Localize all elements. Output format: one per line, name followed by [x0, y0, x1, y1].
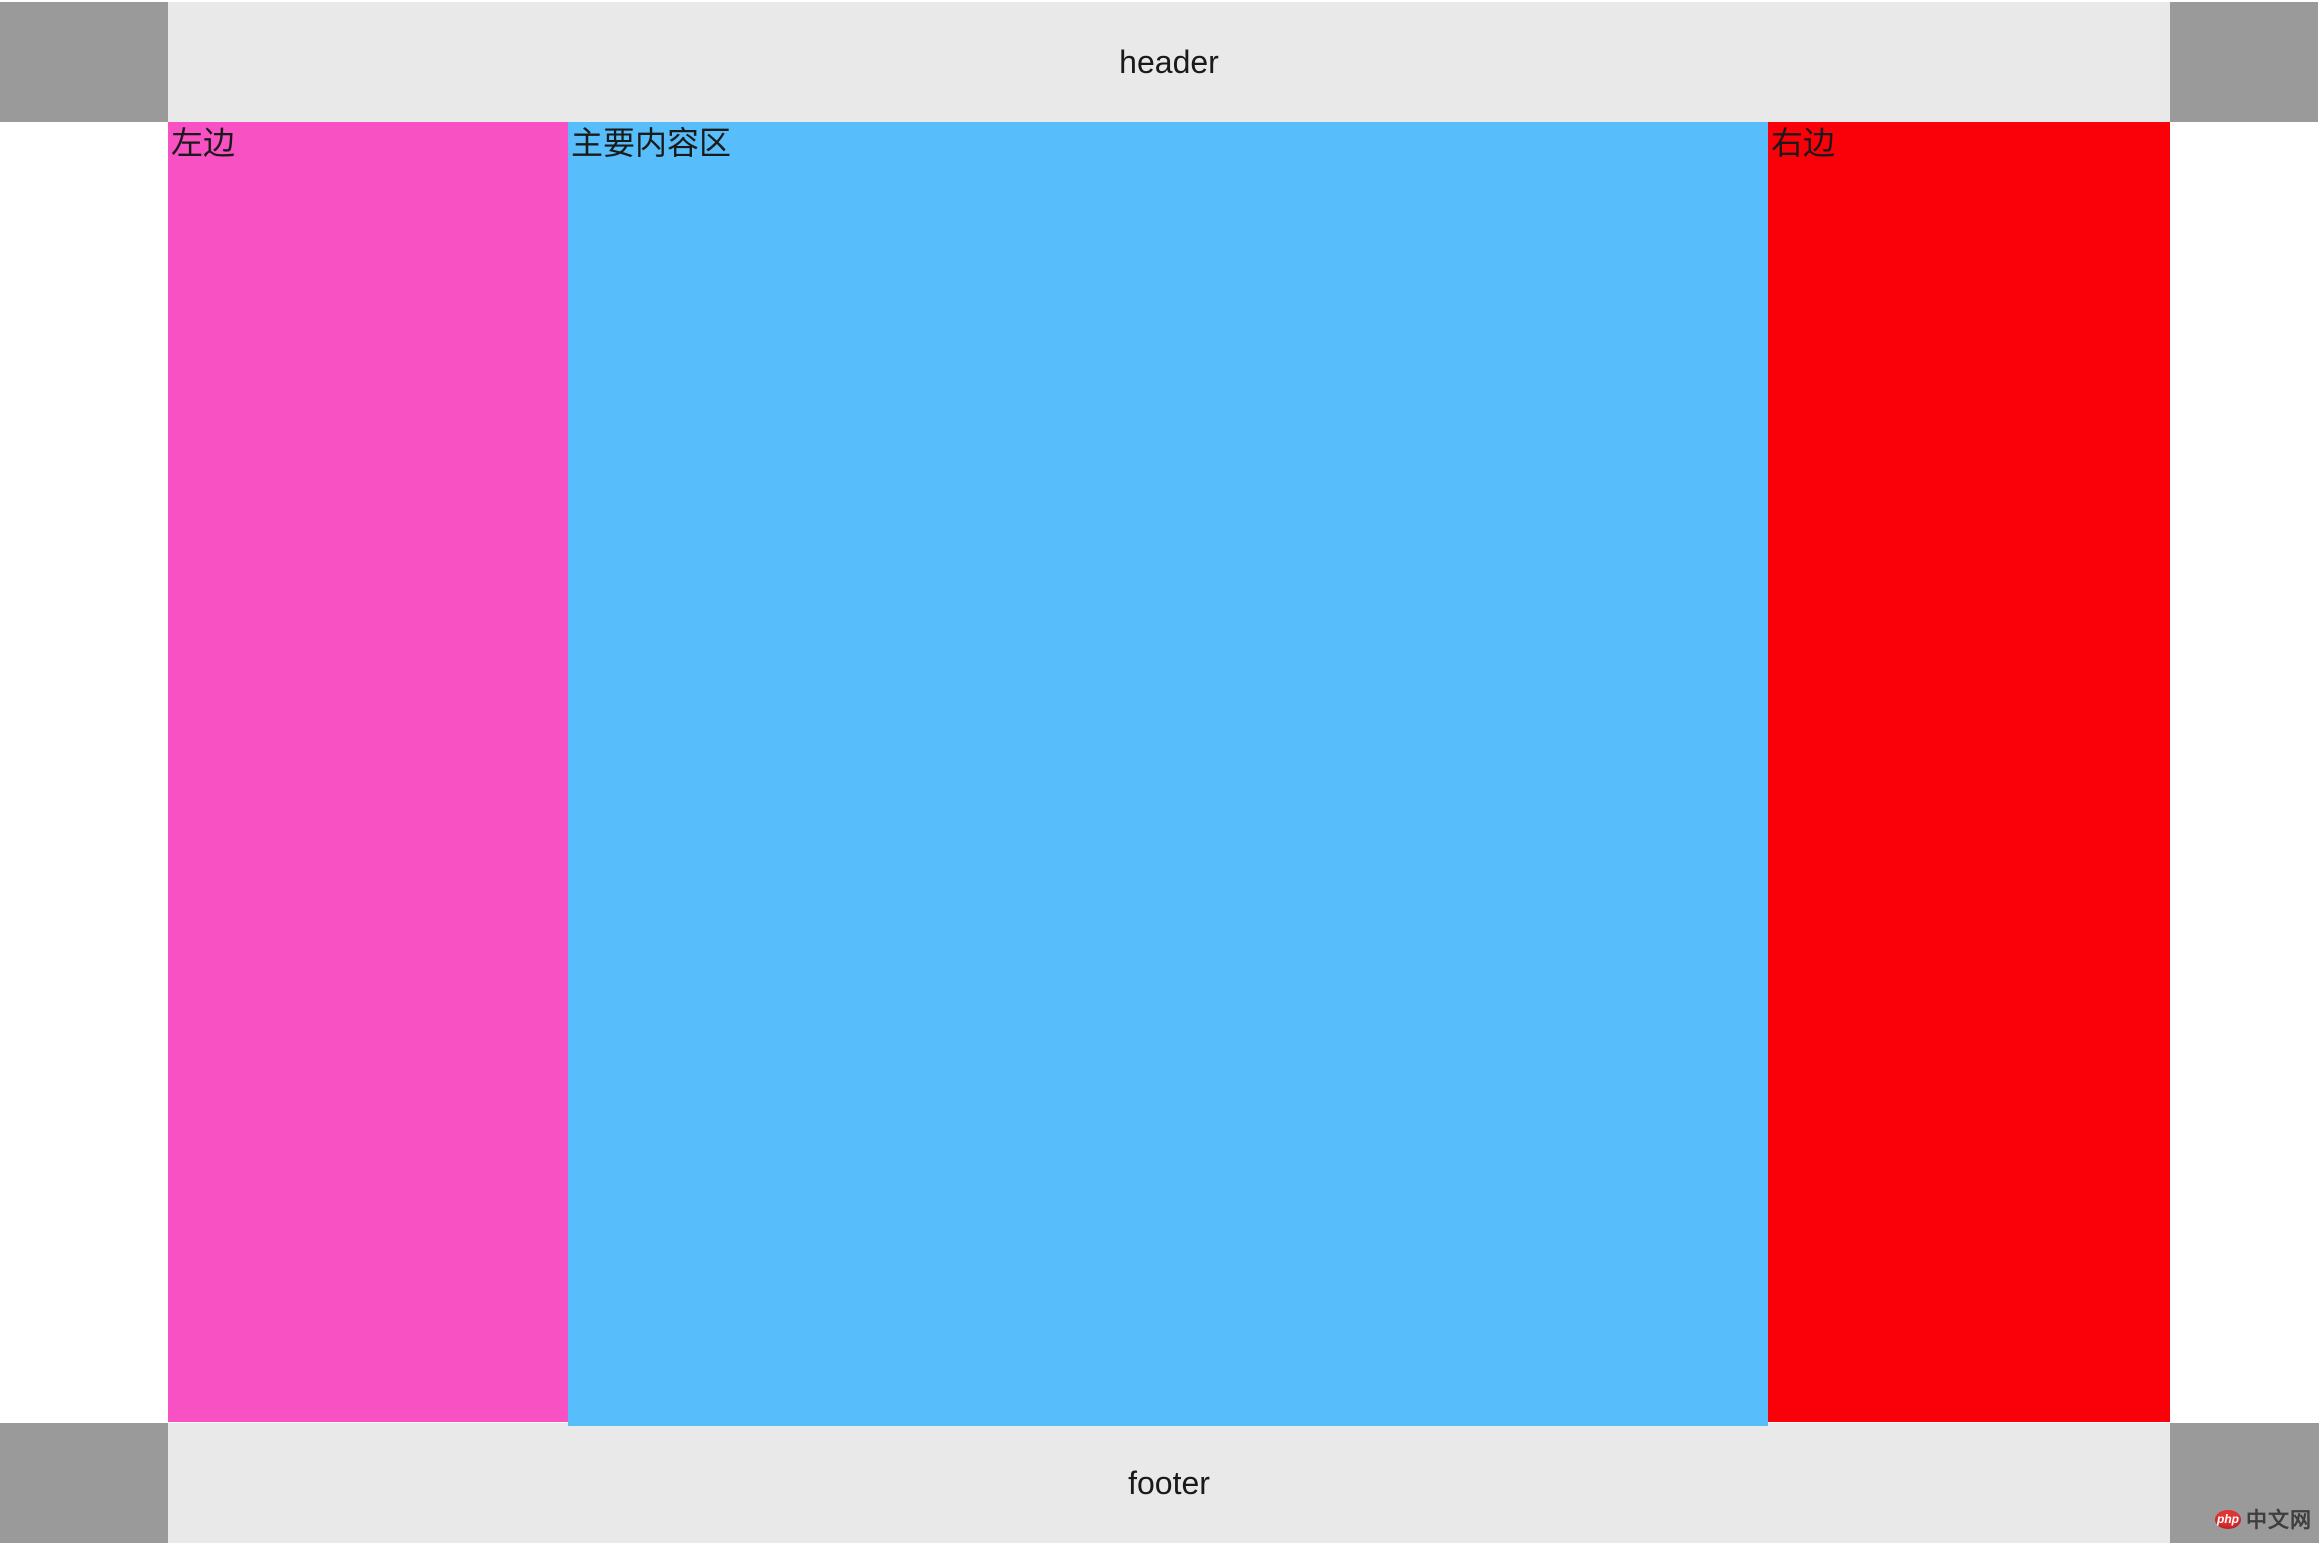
main-content-column: 主要内容区	[568, 122, 1768, 1426]
right-column: 右边	[1768, 122, 2170, 1422]
footer-bar: footer	[168, 1423, 2170, 1543]
footer-label: footer	[1128, 1464, 1210, 1501]
left-column: 左边	[168, 122, 568, 1422]
main-content-label: 主要内容区	[571, 125, 732, 161]
bottom-right-corner-block: php 中文网	[2170, 1423, 2319, 1543]
php-cn-watermark: php 中文网	[2215, 1504, 2312, 1534]
watermark-site-name: 中文网	[2246, 1509, 2312, 1532]
top-right-corner-block	[2170, 2, 2318, 122]
left-column-label: 左边	[171, 125, 236, 161]
php-logo-icon: php	[2215, 1509, 2241, 1529]
bottom-left-corner-block	[0, 1423, 168, 1543]
header-label: header	[1119, 43, 1219, 80]
header-bar: header	[168, 2, 2170, 122]
top-left-corner-block	[0, 2, 168, 122]
right-column-label: 右边	[1771, 125, 1836, 161]
